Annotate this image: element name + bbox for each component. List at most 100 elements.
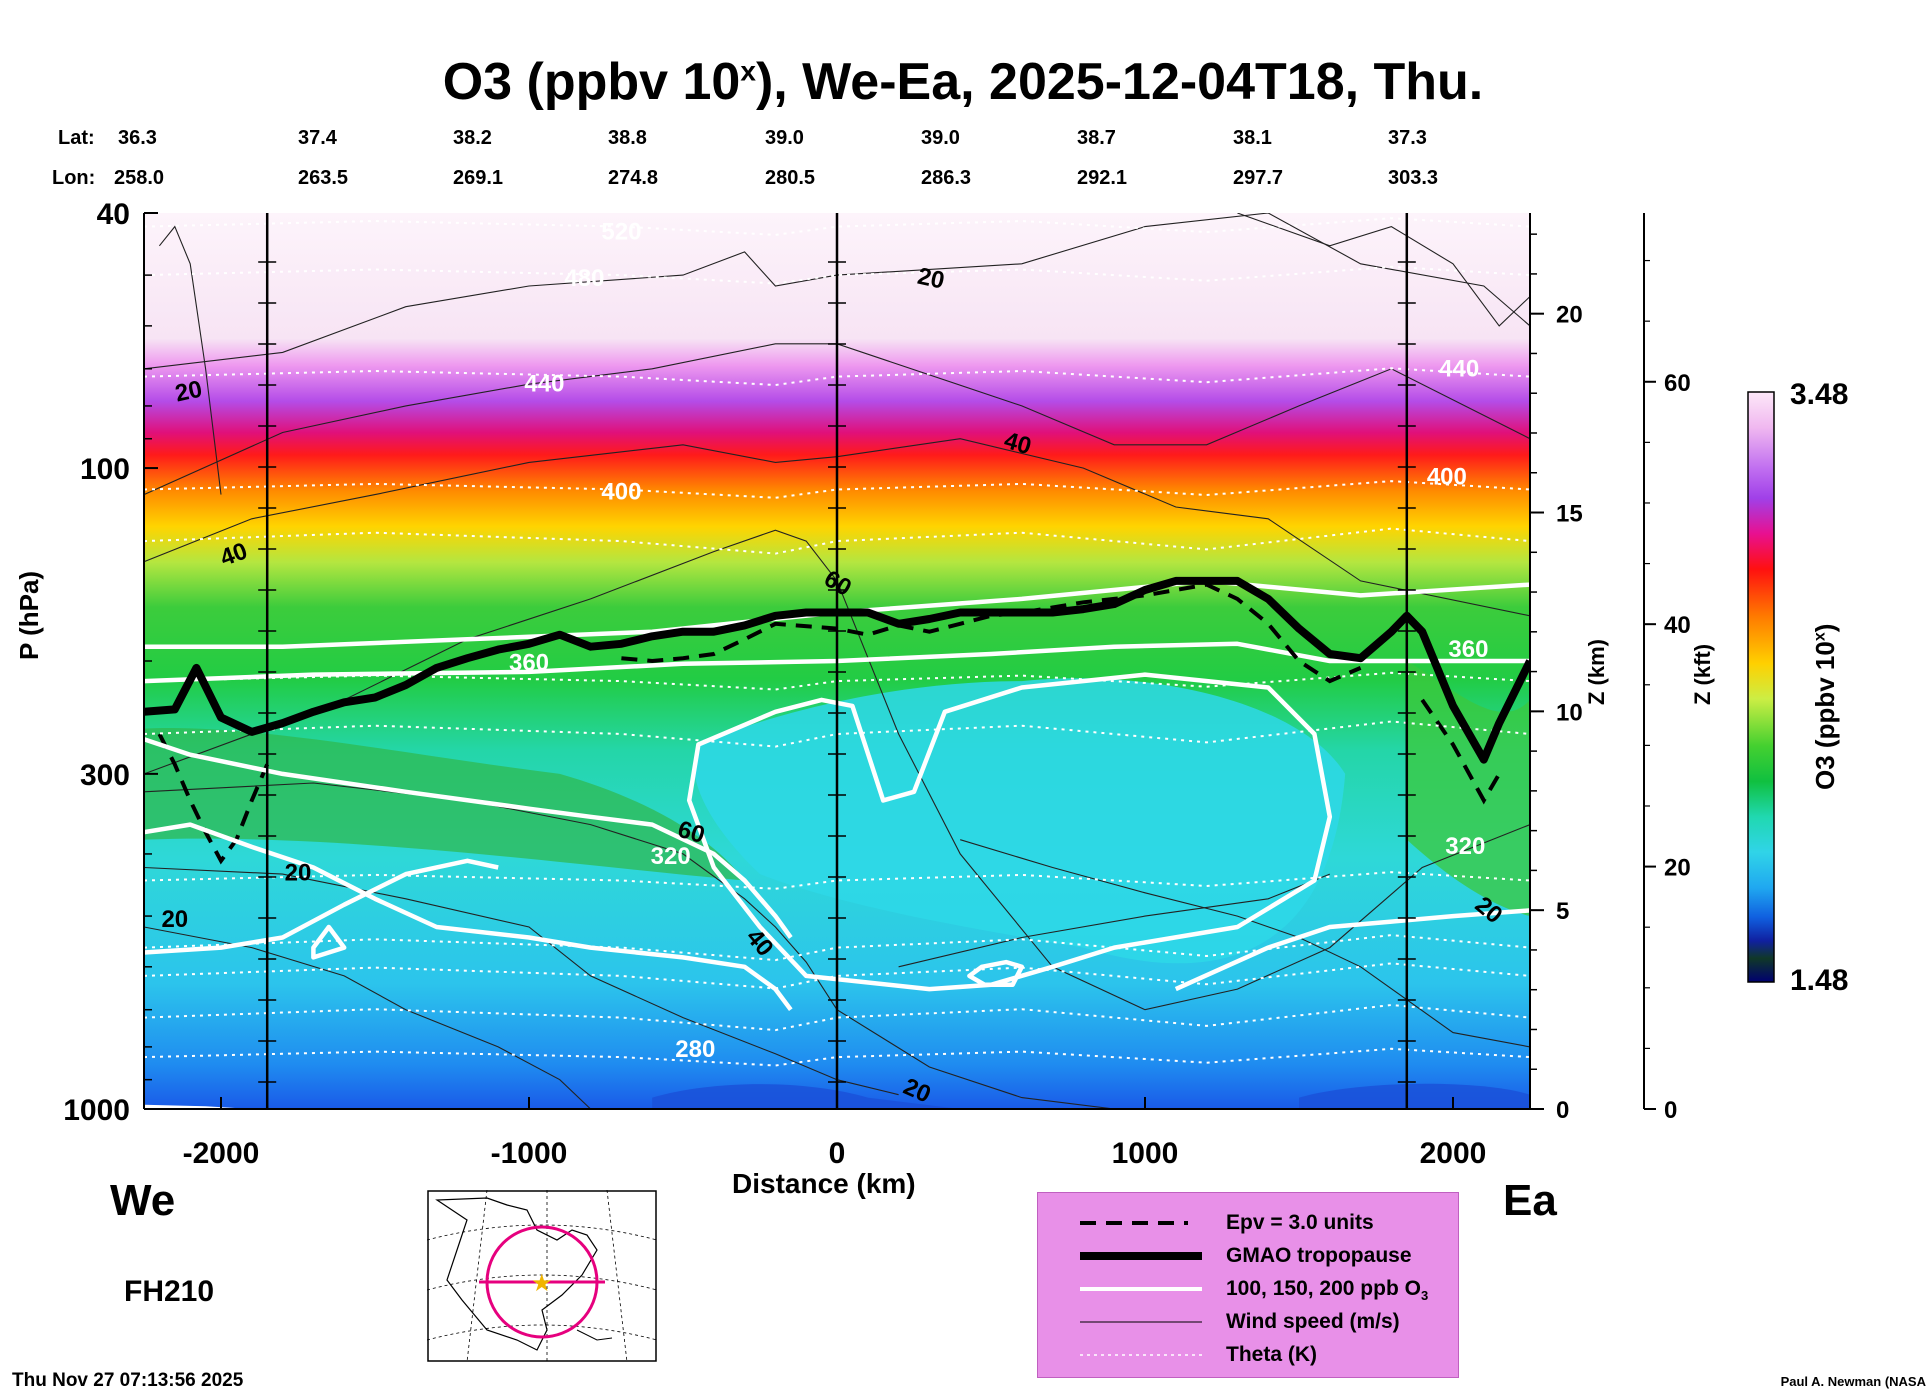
ozone-contour-label: 320: [1445, 833, 1485, 860]
west-label: We: [110, 1176, 176, 1225]
footer-credit: Paul A. Newman (NASA: [1780, 1374, 1926, 1389]
legend: Epv = 3.0 units GMAO tropopause 100, 150…: [1037, 1192, 1459, 1378]
y-tick-label: 100: [80, 453, 130, 486]
z-kft-tick-label: 60: [1664, 370, 1691, 397]
wind-contour: [158, 225, 222, 495]
z-km-tick-label: 10: [1556, 699, 1583, 726]
east-label: Ea: [1503, 1176, 1557, 1225]
theta-contour: [144, 265, 1530, 285]
legend-o3-label: 100, 150, 200 ppb O3: [1226, 1277, 1429, 1304]
lon-value: 263.5: [298, 167, 349, 189]
lat-row-label: Lat:: [58, 127, 95, 149]
lat-value: 39.0: [921, 127, 960, 149]
ozone-contour-label: 360: [509, 650, 549, 677]
z-km-tick-label: 5: [1556, 898, 1569, 925]
theta-contour-label: 480: [564, 265, 604, 292]
ozone-contour: [144, 737, 793, 939]
ozone-contour: [311, 924, 347, 960]
ozone-high-tongue: [144, 727, 745, 881]
lat-value: 36.3: [118, 127, 157, 149]
lat-value: 38.7: [1077, 127, 1116, 149]
wind-contour-label: 20: [173, 376, 205, 408]
z-km-tick-label: 15: [1556, 501, 1583, 528]
theta-contour: [144, 217, 1530, 236]
ozone-contour: [144, 822, 793, 1012]
theta-contour: [144, 720, 1530, 748]
lon-row-label: Lon:: [52, 167, 96, 189]
y-tick-label: 1000: [63, 1094, 130, 1127]
location-lines: [258, 213, 1416, 1109]
theta-contour: [144, 367, 1530, 387]
lat-value: 38.8: [608, 127, 647, 149]
legend-theta-label: Theta (K): [1226, 1343, 1317, 1366]
theta-contour: [144, 1003, 1530, 1032]
ozone-contour-label: 360: [1448, 636, 1488, 663]
ozone-low-region: [693, 678, 1346, 964]
lat-value: 38.2: [453, 127, 492, 149]
ozone-contour-label: 440: [524, 371, 564, 398]
y-axis-title: P (hPa): [14, 570, 44, 660]
z-kft-tick-label: 20: [1664, 855, 1691, 882]
z-kft-tick-label: 0: [1664, 1097, 1677, 1124]
colorbar: [1747, 391, 1775, 983]
x-tick-label: -2000: [183, 1137, 260, 1170]
theta-contour: [144, 934, 1530, 962]
theta-contour-label: 280: [675, 1036, 715, 1063]
ozone-contour: [144, 858, 499, 955]
lon-value: 292.1: [1077, 167, 1128, 189]
lat-value: 39.0: [765, 127, 804, 149]
ozone-contour: [1174, 908, 1530, 992]
tropopause-line: [144, 576, 1530, 764]
ozone-contour-label: 320: [651, 843, 691, 870]
z-kft-tick-label: 40: [1664, 612, 1691, 639]
theta-contours: [144, 217, 1530, 1067]
legend-tropopause-label: GMAO tropopause: [1226, 1244, 1412, 1267]
x-tick-label: 2000: [1420, 1137, 1487, 1170]
inset-map-star-icon: ★: [531, 1270, 553, 1297]
ozone-contour: [686, 672, 1333, 992]
wind-contour: [960, 839, 1530, 1048]
z-km-tick-label: 0: [1556, 1097, 1569, 1124]
ozone-low-surface-east: [1299, 1083, 1530, 1109]
y-tick-label: 40: [97, 198, 130, 231]
lon-value: 274.8: [608, 167, 659, 189]
z-kft-axis-title: Z (kft): [1690, 643, 1715, 705]
z-km-tick-label: 20: [1556, 302, 1583, 329]
x-tick-label: 0: [829, 1137, 846, 1170]
y-tick-label: 300: [80, 759, 130, 792]
z-km-axis-title: Z (km): [1584, 639, 1609, 705]
lat-value: 37.3: [1388, 127, 1427, 149]
theta-contour-label: 520: [601, 219, 641, 246]
ozone-low-surface: [652, 1084, 961, 1109]
terrain-mask: [144, 1104, 252, 1109]
ozone-contour-label: 400: [1427, 463, 1467, 490]
wind-contour-label: 20: [915, 263, 947, 295]
wind-contour: [144, 866, 899, 1096]
lon-value: 258.0: [114, 167, 165, 189]
lat-value: 37.4: [298, 127, 337, 149]
x-axis-title: Distance (km): [732, 1168, 916, 1199]
ozone-contour-label: 440: [1439, 356, 1479, 383]
wind-contour: [144, 926, 591, 1109]
ozone-contour-label: 400: [601, 479, 641, 506]
x-tick-label: -1000: [491, 1137, 568, 1170]
lon-value: 286.3: [921, 167, 972, 189]
theta-contour: [144, 527, 1530, 555]
inset-map: ★: [427, 1190, 657, 1362]
wind-contour: [1237, 213, 1530, 327]
theta-contour: [144, 871, 1530, 890]
wind-contour-label: 20: [285, 859, 312, 886]
colorbar-max-label: 3.48: [1790, 378, 1849, 411]
wind-contour-label: 20: [161, 906, 188, 933]
lon-value: 280.5: [765, 167, 816, 189]
theta-contour: [144, 1047, 1530, 1067]
legend-wind-label: Wind speed (m/s): [1226, 1310, 1400, 1333]
wind-contour: [898, 873, 1331, 968]
ozone-contour: [967, 959, 1025, 988]
x-tick-label: 1000: [1112, 1137, 1179, 1170]
chart-title: O3 (ppbv 10x), We-Ea, 2025-12-04T18, Thu…: [442, 53, 1484, 111]
colorbar-min-label: 1.48: [1790, 964, 1849, 997]
colorbar-title: O3 (ppbv 10x): [1810, 623, 1840, 790]
forecast-hour-label: FH210: [124, 1275, 215, 1308]
